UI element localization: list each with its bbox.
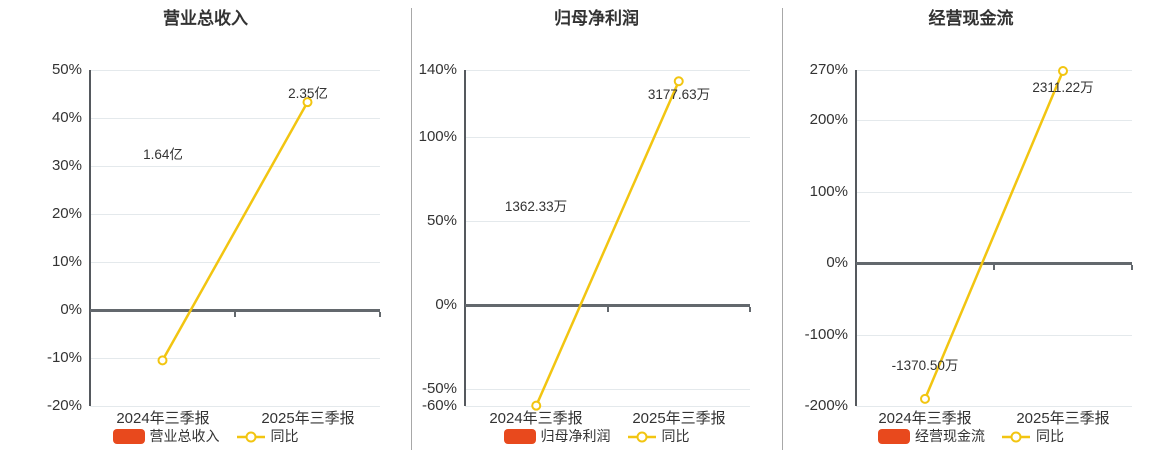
y-axis-tick-label: 200%	[809, 111, 848, 128]
y-axis-tick-label: 0%	[826, 254, 848, 271]
grid-line	[90, 262, 380, 263]
legend-item-bar[interactable]: 营业总收入	[112, 428, 220, 445]
chart-panel-revenue: 营业总收入 50% 40% 30% 20% 10% 0% -10% -20% 1.64亿 2.35…	[0, 0, 411, 450]
x-axis-label: 2025年三季报	[261, 410, 355, 427]
yoy-line-marker	[673, 76, 684, 87]
y-axis-tick-label: 40%	[51, 109, 82, 126]
legend-bar-swatch-icon	[878, 429, 910, 444]
chart-title: 经营现金流	[928, 9, 1014, 28]
legend-item-line[interactable]: 同比	[236, 428, 299, 445]
legend-line-marker-icon	[627, 431, 656, 442]
legend: 经营现金流 同比	[782, 428, 1160, 445]
bar-value-label: 1362.33万	[504, 199, 568, 214]
legend-label: 归母净利润	[540, 428, 611, 444]
yoy-line	[161, 101, 309, 362]
legend-bar-swatch-icon	[503, 429, 536, 444]
bar-value-label: 2311.22万	[1032, 80, 1094, 95]
legend-item-line[interactable]: 同比	[1001, 428, 1064, 445]
legend-label: 同比	[661, 428, 690, 444]
chart-title: 营业总收入	[163, 9, 248, 28]
y-axis-tick-label: -100%	[804, 326, 848, 343]
legend-item-bar[interactable]: 经营现金流	[878, 428, 985, 445]
y-axis-tick-label: 20%	[51, 205, 82, 222]
y-axis-tick-label: 100%	[809, 183, 848, 200]
legend-item-line[interactable]: 同比	[627, 428, 690, 445]
y-axis-line	[464, 70, 466, 406]
y-axis-tick-label: 10%	[51, 253, 82, 270]
y-axis-tick-label: 270%	[809, 61, 848, 78]
grid-line	[90, 214, 380, 215]
x-axis-tick	[234, 312, 236, 317]
yoy-line-marker	[1058, 66, 1068, 77]
y-axis-tick-label: 100%	[418, 128, 457, 145]
y-axis-tick-label: 50%	[426, 212, 457, 229]
x-axis-label: 2024年三季报	[878, 410, 972, 427]
bar-value-label: 3177.63万	[647, 87, 711, 102]
y-axis-tick-label: -10%	[46, 349, 82, 366]
legend: 营业总收入 同比	[0, 428, 411, 445]
bar-value-label: -1370.50万	[891, 358, 959, 373]
plot-area: 140% 100% 50% 0% -50% -60% 1362.33万 3177.63万 202…	[411, 0, 782, 450]
bar-value-label: 1.64亿	[143, 147, 183, 162]
chart-panel-cashflow: 经营现金流 270% 200% 100% 0% -100% -200% -1370.50万 2…	[782, 0, 1160, 450]
x-axis-label: 2025年三季报	[632, 410, 726, 427]
grid-line	[90, 166, 380, 167]
y-axis-tick-label: 0%	[435, 296, 457, 313]
y-axis-tick-label: -200%	[804, 397, 848, 414]
x-axis-tick	[607, 307, 609, 312]
grid-line	[856, 406, 1132, 407]
bar-value-label: 2.35亿	[288, 86, 328, 101]
legend-label: 经营现金流	[915, 428, 985, 444]
x-axis-label: 2024年三季报	[489, 410, 583, 427]
plot-area: 270% 200% 100% 0% -100% -200% -1370.50万 2311.22…	[782, 0, 1160, 450]
yoy-line-layer	[531, 76, 684, 411]
x-axis-tick	[379, 312, 381, 317]
legend-label: 同比	[1036, 428, 1064, 444]
chart-title: 归母净利润	[554, 9, 639, 28]
yoy-line-marker	[920, 393, 930, 404]
y-axis-tick-label: 50%	[51, 61, 82, 78]
grid-line	[856, 192, 1132, 193]
grid-line	[90, 70, 380, 71]
x-axis-tick	[1131, 265, 1133, 270]
x-axis-label: 2025年三季报	[1016, 410, 1110, 427]
grid-line	[90, 118, 380, 119]
grid-line	[465, 70, 750, 71]
grid-line	[465, 389, 750, 390]
y-axis-tick-label: -50%	[421, 380, 457, 397]
x-axis-tick	[993, 265, 995, 270]
legend-bar-swatch-icon	[112, 429, 145, 444]
legend-line-marker-icon	[236, 431, 265, 442]
yoy-line	[535, 80, 680, 407]
legend: 归母净利润 同比	[411, 428, 782, 445]
panel-divider	[411, 8, 412, 450]
legend-label: 营业总收入	[149, 428, 220, 444]
y-axis-tick-label: 140%	[418, 61, 457, 78]
plot-area: 50% 40% 30% 20% 10% 0% -10% -20% 1.64亿 2.35亿 2024年…	[0, 0, 411, 450]
x-axis-label: 2024年三季报	[116, 410, 210, 427]
y-axis-tick-label: -20%	[46, 397, 82, 414]
x-axis-tick	[749, 307, 751, 312]
grid-line	[465, 137, 750, 138]
chart-panel-net-profit: 归母净利润 140% 100% 50% 0% -50% -60% 1362.33万 3177.…	[411, 0, 782, 450]
grid-line	[90, 358, 380, 359]
grid-line	[465, 221, 750, 222]
legend-item-bar[interactable]: 归母净利润	[503, 428, 611, 445]
y-axis-tick-label: -60%	[421, 397, 457, 414]
legend-line-marker-icon	[1002, 431, 1030, 442]
panel-divider	[782, 8, 783, 450]
grid-line	[90, 406, 380, 407]
y-axis-tick-label: 30%	[51, 157, 82, 174]
y-axis-tick-label: 0%	[60, 301, 82, 318]
grid-line	[856, 335, 1132, 336]
grid-line	[465, 406, 750, 407]
legend-label: 同比	[270, 428, 299, 444]
grid-line	[856, 120, 1132, 121]
grid-line	[856, 70, 1132, 71]
y-axis-line	[855, 70, 857, 406]
y-axis-line	[89, 70, 91, 406]
